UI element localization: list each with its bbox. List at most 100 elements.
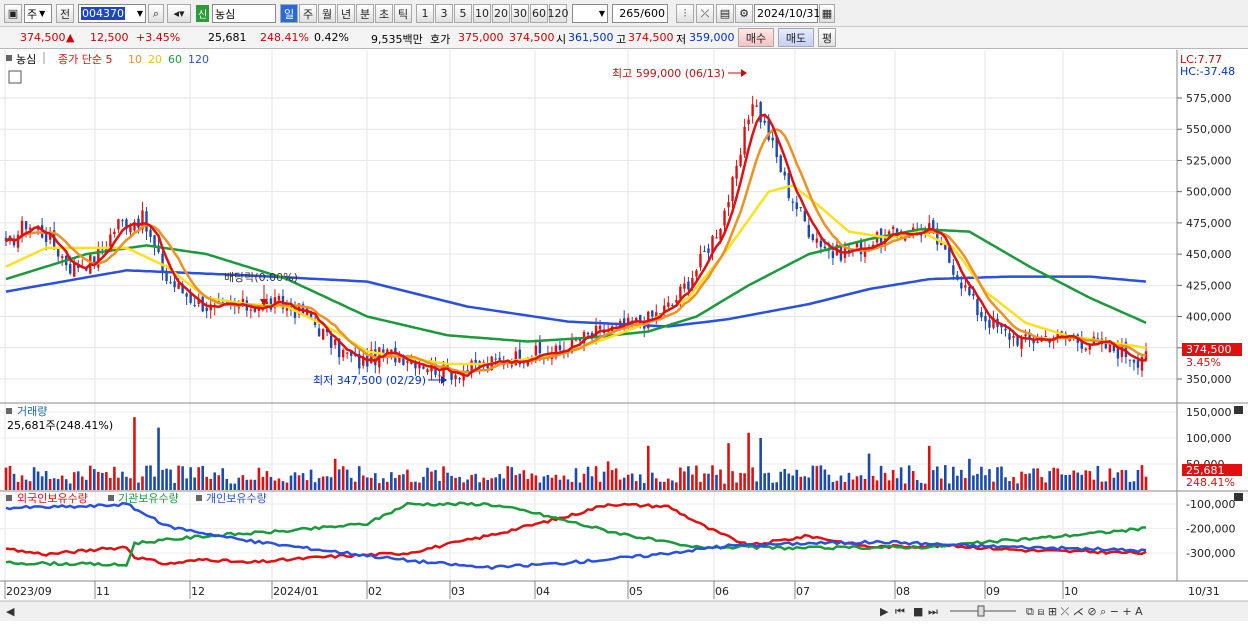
- minute-tab-1[interactable]: 1: [416, 4, 434, 23]
- drawing-icon[interactable]: ⤫: [696, 4, 714, 23]
- tool-icons[interactable]: ⧉ ⧈ ⊞ ⤫ ⋌ ⊘ ⌕ − + A: [1026, 605, 1143, 618]
- speaker-icon[interactable]: ◂▾: [167, 4, 191, 23]
- volume-bar: [297, 475, 301, 490]
- volume-bar: [783, 468, 787, 490]
- time-tick-label: 10: [1064, 585, 1078, 598]
- price-tick-label: 400,000: [1186, 311, 1232, 324]
- minute-tab-3[interactable]: 5: [454, 4, 472, 23]
- count-input[interactable]: 265/600: [612, 4, 668, 23]
- volume-bar: [759, 438, 762, 490]
- volume-bar: [542, 476, 546, 490]
- ma5-line: [5, 113, 1147, 378]
- volume-bar: [919, 482, 923, 490]
- scroll-left-icon[interactable]: ◀: [6, 605, 15, 618]
- bid-price: 374,500: [509, 31, 555, 44]
- date-input[interactable]: 2024/10/31: [754, 4, 820, 23]
- stock-code-input[interactable]: 004370 ▼: [78, 4, 146, 23]
- volume-bar: [490, 478, 494, 490]
- period-tab-3[interactable]: 월: [318, 4, 336, 23]
- candle-icon[interactable]: ⫶: [676, 4, 694, 23]
- volume-bar: [923, 483, 927, 490]
- last-icon[interactable]: ⏭: [928, 605, 938, 618]
- calendar-icon[interactable]: ▦: [819, 4, 835, 23]
- grid-toggle-icon[interactable]: [8, 70, 22, 84]
- volume-bar: [414, 481, 417, 490]
- price-tag: [1182, 343, 1242, 356]
- volume-bar: [40, 476, 44, 490]
- zoom-slider-handle[interactable]: [977, 605, 985, 617]
- sell-button[interactable]: 매도: [778, 28, 814, 47]
- holdings-marker-icon: [108, 495, 114, 501]
- period-tab-2[interactable]: 주: [299, 4, 317, 23]
- volume-bar: [819, 465, 823, 490]
- stock-name-field[interactable]: 농심: [212, 4, 276, 23]
- period-tab-7[interactable]: 틱: [394, 4, 412, 23]
- volume-bar: [426, 467, 429, 490]
- candle-body: [434, 364, 437, 375]
- minute-tab-4[interactable]: 10: [473, 4, 491, 23]
- candle-body: [69, 264, 72, 274]
- open-price: 361,500: [568, 31, 614, 44]
- volume-bar: [1032, 468, 1035, 490]
- volume-bar: [357, 466, 361, 490]
- prev-button[interactable]: 전: [56, 4, 74, 23]
- volume-bar: [763, 473, 766, 490]
- candle-body: [145, 211, 148, 232]
- volume-bar: [911, 471, 915, 490]
- save-icon[interactable]: ▤: [716, 4, 734, 23]
- eval-button[interactable]: 평: [818, 28, 836, 47]
- volume-bar: [394, 478, 397, 490]
- minute-tab-7[interactable]: 60: [530, 4, 548, 23]
- candle-body: [719, 229, 722, 240]
- search-icon[interactable]: ⌕: [148, 4, 164, 23]
- period-tab-1[interactable]: 일: [280, 4, 298, 23]
- candle-body: [470, 360, 473, 371]
- gear-icon[interactable]: ⚙: [735, 4, 753, 23]
- volume-bar: [125, 476, 128, 490]
- market-select[interactable]: 주 ▼: [24, 4, 52, 23]
- stop-icon[interactable]: ■: [913, 605, 923, 618]
- holdings-marker-icon: [6, 495, 12, 501]
- volume-bar: [149, 465, 152, 490]
- holdings-close-icon[interactable]: [1234, 493, 1243, 501]
- volume-bar: [767, 472, 770, 490]
- volume-bar: [578, 482, 582, 490]
- period-tab-6[interactable]: 초: [375, 4, 393, 23]
- volume-bar: [683, 471, 686, 490]
- minute-tab-5[interactable]: 20: [492, 4, 510, 23]
- volume-bar: [229, 483, 233, 490]
- scroll-right-icon[interactable]: ▶: [880, 605, 889, 618]
- candle-body: [157, 245, 160, 253]
- minute-tab-2[interactable]: 3: [435, 4, 453, 23]
- period-tab-5[interactable]: 분: [356, 4, 374, 23]
- candle-body: [56, 247, 60, 257]
- volume-close-icon[interactable]: [1234, 406, 1243, 414]
- volume-bar: [28, 481, 32, 490]
- candle-body: [16, 234, 20, 248]
- candle-body: [422, 366, 425, 369]
- volume-bar: [968, 458, 971, 490]
- candle-body: [984, 316, 987, 322]
- candle-body: [932, 220, 935, 229]
- period-tab-4[interactable]: 년: [337, 4, 355, 23]
- candle-body: [169, 282, 172, 284]
- volume-bar: [1004, 477, 1007, 490]
- volume-tag: [1182, 464, 1242, 476]
- candle-body: [273, 297, 277, 308]
- ma60-line: [5, 227, 1147, 343]
- volume-bar: [145, 465, 148, 490]
- first-icon[interactable]: ⏮: [895, 605, 905, 618]
- trade-amount: 9,535백만: [371, 33, 423, 46]
- candle-body: [928, 223, 931, 231]
- candle-body: [257, 308, 261, 311]
- volume-bar: [691, 474, 694, 490]
- candle-body: [948, 247, 951, 263]
- minute-tab-6[interactable]: 30: [511, 4, 529, 23]
- layout-icon[interactable]: ▣: [4, 4, 22, 23]
- stock-chart[interactable]: 575,000 550,000 525,000 500,000 475,000 450,0…: [0, 50, 1248, 621]
- volume-bar: [630, 473, 634, 490]
- minute-select[interactable]: ▼: [572, 4, 608, 23]
- volume-bar: [1100, 481, 1104, 490]
- buy-button[interactable]: 매수: [738, 28, 774, 47]
- minute-tab-8[interactable]: 120: [548, 4, 569, 23]
